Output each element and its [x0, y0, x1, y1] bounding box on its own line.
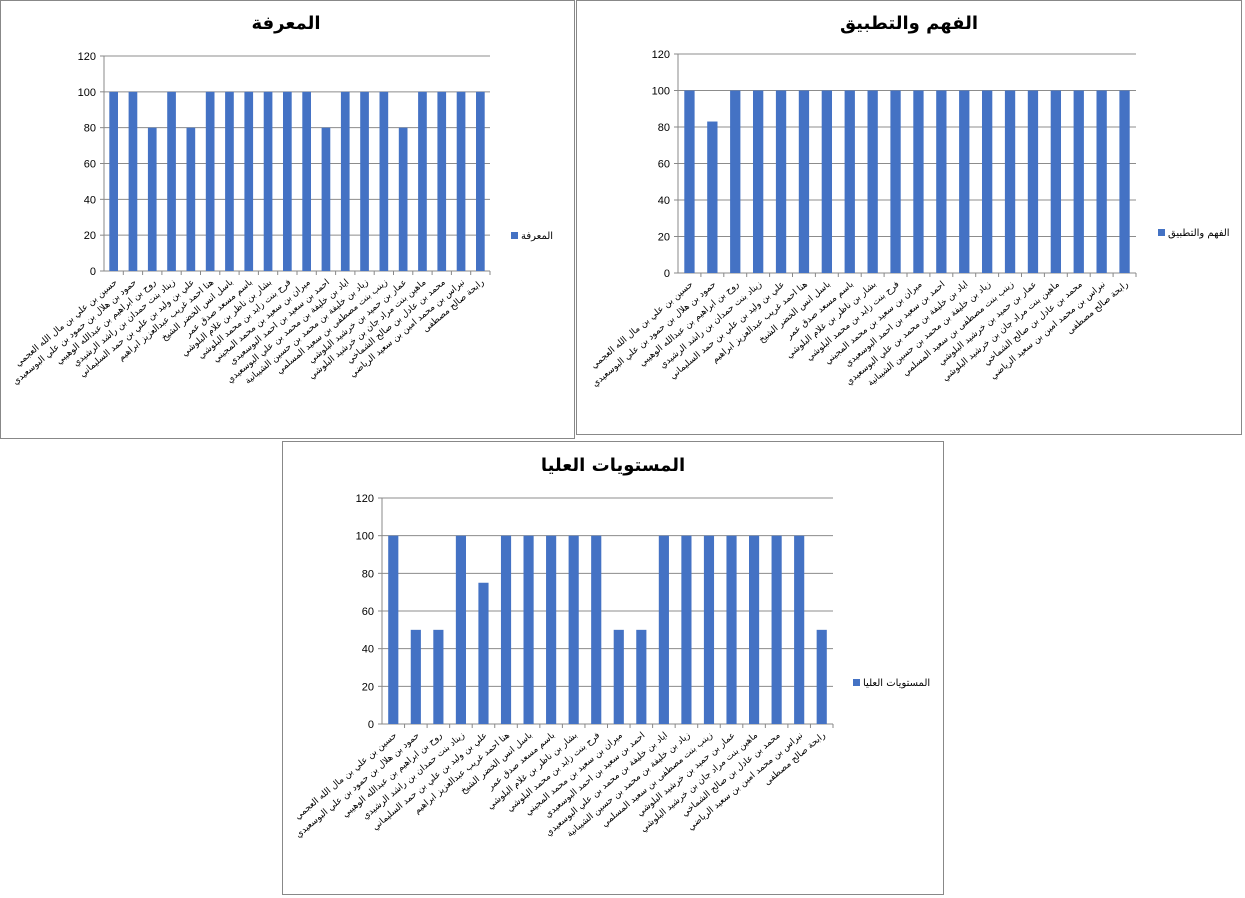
bar: [225, 91, 234, 271]
bar: [816, 629, 827, 724]
bar: [546, 535, 557, 724]
bar: [244, 91, 254, 271]
bar: [476, 91, 485, 271]
bar: [981, 90, 993, 273]
legend-label: المعرفة: [521, 231, 553, 242]
bar: [478, 582, 489, 724]
bar: [681, 535, 692, 724]
chart-understanding: الفهم والتطبيق 0 20 40 60 80 100 120 حسين بن علي…: [576, 0, 1242, 435]
bar: [798, 90, 810, 273]
bar: [523, 535, 534, 724]
bar: [821, 90, 833, 273]
y-tick-label: 60: [362, 606, 374, 618]
bar: [388, 535, 399, 724]
bar: [500, 535, 512, 724]
bar: [360, 91, 369, 271]
y-tick-label: 80: [362, 568, 374, 580]
legend-swatch: [1158, 229, 1165, 236]
legend-label: الفهم والتطبيق: [1168, 228, 1230, 239]
bar: [890, 90, 901, 273]
bar: [771, 535, 782, 724]
bar: [749, 535, 760, 724]
y-tick-label: 40: [658, 195, 670, 207]
bar: [205, 91, 215, 271]
bar: [775, 90, 787, 273]
y-tick-label: 100: [356, 531, 374, 543]
legend-swatch: [853, 679, 860, 686]
legend-label: المستويات العليا: [863, 678, 930, 689]
bar: [167, 91, 176, 271]
bar: [568, 535, 579, 724]
y-tick-label: 120: [652, 49, 670, 61]
y-tick-label: 20: [658, 232, 670, 244]
bar: [1119, 90, 1130, 273]
bar: [703, 535, 715, 724]
bar: [263, 91, 273, 271]
bar: [913, 90, 924, 273]
bar: [455, 535, 466, 724]
bar: [844, 90, 855, 273]
bar: [410, 629, 421, 724]
y-tick-label: 60: [84, 159, 96, 171]
bar: [147, 127, 157, 272]
legend-swatch: [511, 232, 518, 239]
bar: [1004, 90, 1016, 273]
y-tick-label: 100: [652, 86, 670, 98]
bar: [730, 90, 741, 273]
y-tick-label: 80: [658, 122, 670, 134]
bar: [398, 127, 408, 272]
bar: [1050, 90, 1062, 273]
y-tick-label: 0: [90, 266, 96, 278]
y-tick-label: 100: [78, 87, 96, 99]
y-tick-label: 20: [362, 681, 374, 693]
chart-knowledge: المعرفة 0 20 40 60 80 100 120 حسين بن علي بن مال…: [0, 0, 575, 439]
bar: [636, 629, 647, 724]
bar: [321, 127, 331, 272]
bar: [726, 535, 737, 724]
bar: [433, 629, 444, 724]
chart-title: المستويات العليا: [541, 455, 685, 476]
bar: [707, 121, 718, 274]
y-tick-label: 60: [658, 159, 670, 171]
y-tick-label: 80: [84, 123, 96, 135]
y-tick-label: 120: [356, 493, 374, 505]
bar: [437, 91, 447, 271]
bar: [302, 91, 311, 271]
bar: [752, 90, 764, 273]
chart-title: الفهم والتطبيق: [840, 13, 978, 34]
bar: [936, 90, 947, 273]
bar: [186, 127, 196, 272]
bar: [1073, 90, 1084, 273]
bar: [794, 535, 805, 724]
bar: [959, 90, 970, 273]
y-tick-label: 120: [78, 51, 96, 63]
y-tick-label: 0: [664, 268, 670, 280]
y-tick-label: 40: [84, 194, 96, 206]
bar: [379, 91, 389, 271]
bar: [867, 90, 878, 273]
y-tick-label: 20: [84, 230, 96, 242]
bar: [418, 91, 427, 271]
bar: [658, 535, 669, 724]
y-tick-label: 0: [368, 719, 374, 731]
chart-higher-levels: المستويات العليا 0 20 40 60 80 100 120 حسين بن ع…: [282, 441, 944, 895]
bar: [340, 91, 350, 271]
bar: [1027, 90, 1039, 273]
bar: [1096, 90, 1107, 273]
bar: [456, 91, 466, 271]
y-tick-label: 40: [362, 644, 374, 656]
bar: [591, 535, 602, 724]
bar: [684, 90, 695, 273]
bar: [128, 91, 138, 271]
chart-title: المعرفة: [251, 13, 320, 34]
bar: [109, 91, 118, 271]
bar: [283, 91, 292, 271]
bar: [613, 629, 624, 724]
